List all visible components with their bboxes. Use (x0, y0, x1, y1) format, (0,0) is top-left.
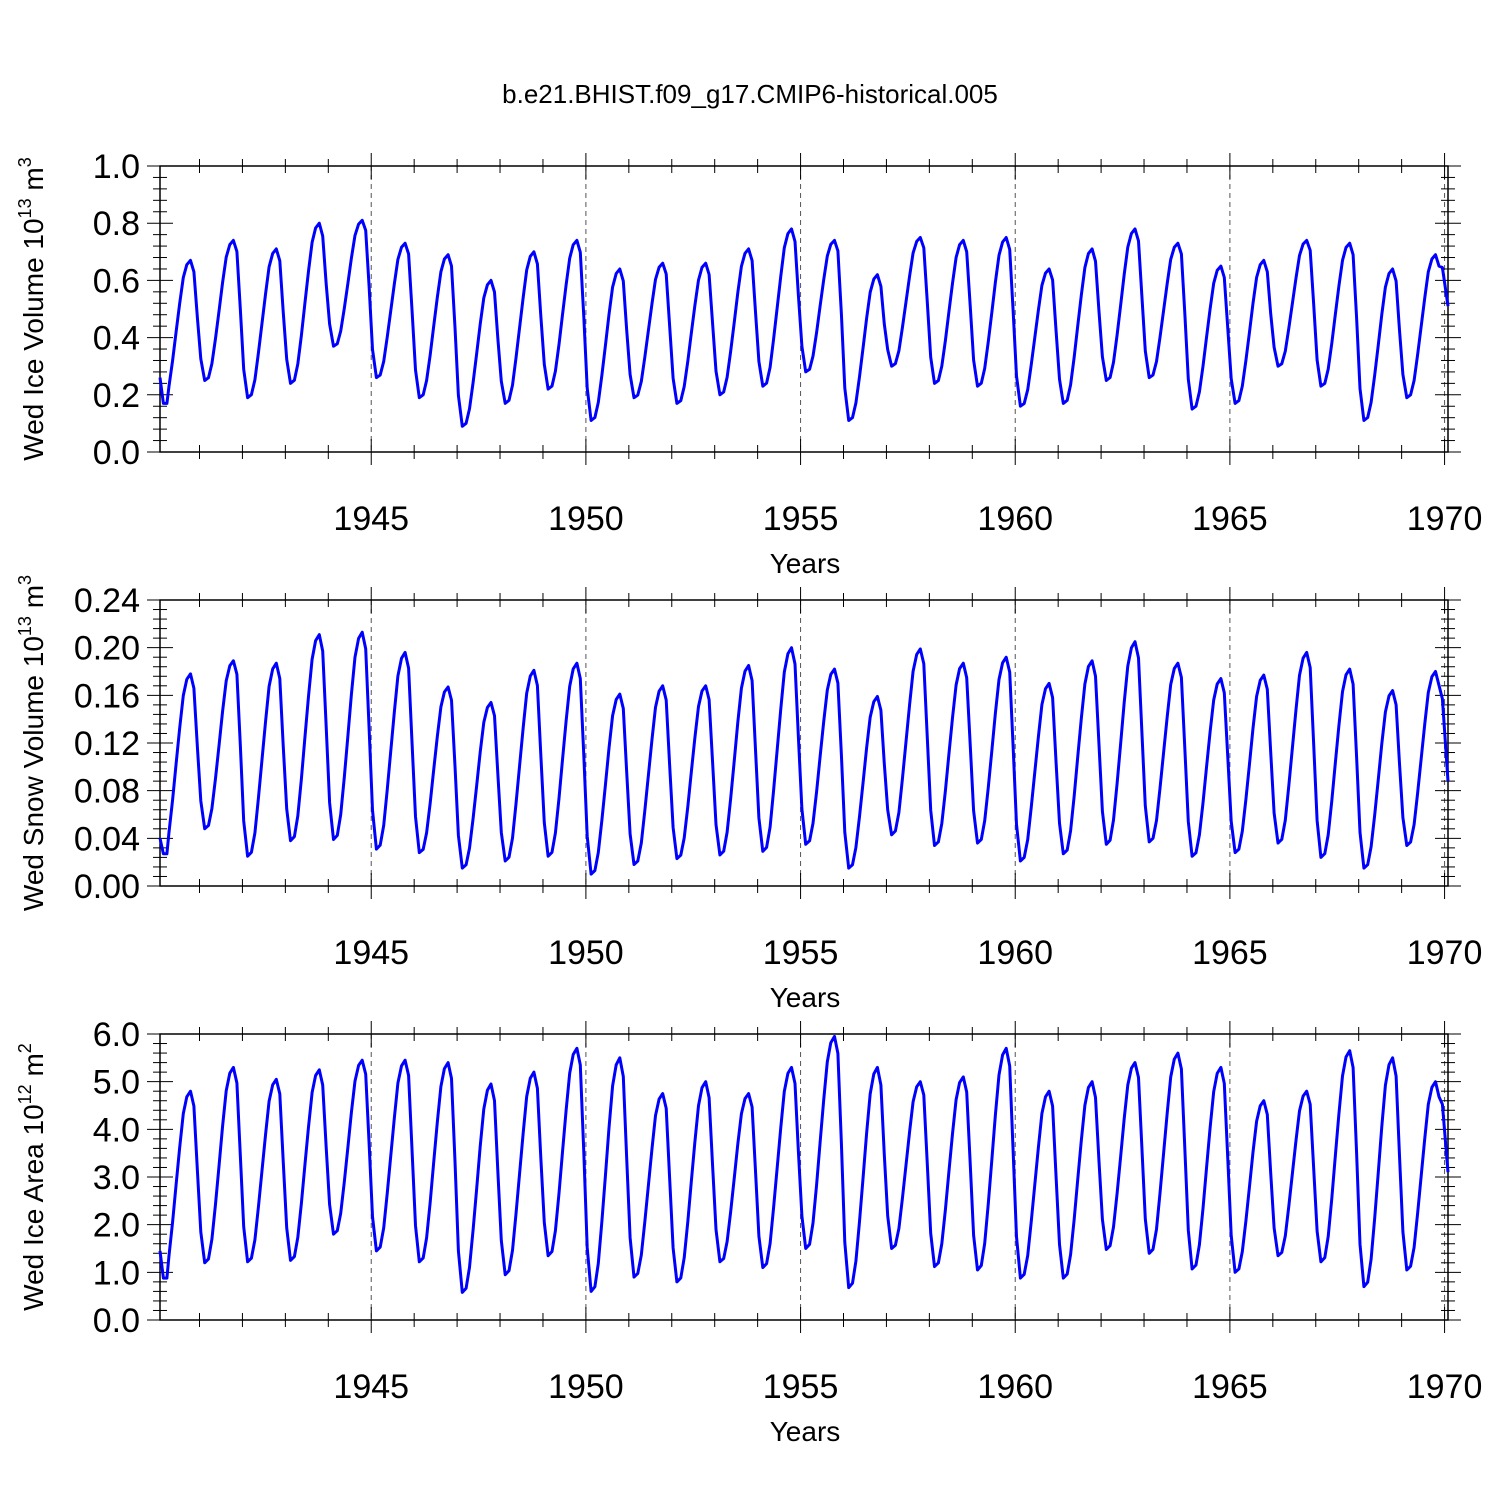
x-axis-label: Years (770, 548, 841, 579)
x-tick-label: 1955 (763, 934, 839, 972)
x-tick-label: 1955 (763, 500, 839, 538)
y-tick-label: 3.0 (93, 1159, 140, 1197)
x-tick-label: 1970 (1407, 934, 1483, 972)
x-axis-label: Years (770, 1416, 841, 1447)
x-tick-label: 1945 (333, 500, 409, 538)
y-tick-label: 1.0 (93, 1254, 140, 1292)
x-tick-label: 1950 (548, 934, 624, 972)
x-tick-label: 1970 (1407, 1368, 1483, 1406)
panel-3: 0.0 1.0 2.0 3.0 4.0 5.0 6.0 1945 1950 1955 1960 196… (15, 1016, 1482, 1447)
y-tick-label: 0.0 (93, 434, 140, 472)
series-line (158, 218, 1450, 428)
series-line (158, 630, 1450, 876)
panel-2: 0.00 0.04 0.08 0.12 0.16 0.20 0.24 1945 1950 1955… (15, 575, 1482, 1013)
panel-1: 0.0 0.2 0.4 0.6 0.8 1.0 1945 1950 1955 1960 1965 19… (15, 148, 1482, 579)
x-tick-label: 1950 (548, 500, 624, 538)
plot-frame (159, 1033, 1449, 1321)
y-axis-label: Wed Ice Volume 1013 m3 (15, 157, 49, 460)
y-tick-label: 0.12 (74, 725, 140, 763)
y-tick-label: 0.0 (93, 1302, 140, 1340)
x-tick-label: 1965 (1192, 1368, 1268, 1406)
y-tick-label: 6.0 (93, 1016, 140, 1054)
x-tick-label: 1955 (763, 1368, 839, 1406)
figure-title: b.e21.BHIST.f09_g17.CMIP6-historical.005 (502, 79, 998, 109)
y-tick-label: 0.00 (74, 868, 140, 906)
series-line (158, 1034, 1450, 1294)
y-axis-label: Wed Snow Volume 1013 m3 (15, 575, 49, 911)
y-tick-label: 0.4 (93, 320, 140, 358)
x-tick-label: 1965 (1192, 500, 1268, 538)
y-tick-label: 1.0 (93, 148, 140, 186)
x-axis-label: Years (770, 982, 841, 1013)
y-axis-label: Wed Ice Area 1012 m2 (15, 1043, 49, 1311)
y-tick-label: 4.0 (93, 1111, 140, 1149)
y-tick-label: 0.24 (74, 582, 140, 620)
x-tick-label: 1960 (977, 500, 1053, 538)
y-tick-label: 0.04 (74, 820, 140, 858)
x-tick-label: 1960 (977, 1368, 1053, 1406)
plot-frame (159, 165, 1449, 453)
x-tick-label: 1945 (333, 1368, 409, 1406)
plot-frame (159, 599, 1449, 887)
y-tick-label: 0.8 (93, 205, 140, 243)
y-tick-label: 0.2 (93, 377, 140, 415)
x-tick-label: 1945 (333, 934, 409, 972)
panels: 0.0 0.2 0.4 0.6 0.8 1.0 1945 1950 1955 1960 1965 19… (15, 148, 1482, 1447)
y-tick-label: 2.0 (93, 1207, 140, 1245)
x-tick-label: 1960 (977, 934, 1053, 972)
y-tick-label: 0.6 (93, 262, 140, 300)
y-tick-label: 5.0 (93, 1064, 140, 1102)
y-tick-label: 0.20 (74, 630, 140, 668)
y-tick-label: 0.16 (74, 677, 140, 715)
x-tick-label: 1970 (1407, 500, 1483, 538)
y-tick-label: 0.08 (74, 773, 140, 811)
x-tick-label: 1965 (1192, 934, 1268, 972)
x-tick-label: 1950 (548, 1368, 624, 1406)
